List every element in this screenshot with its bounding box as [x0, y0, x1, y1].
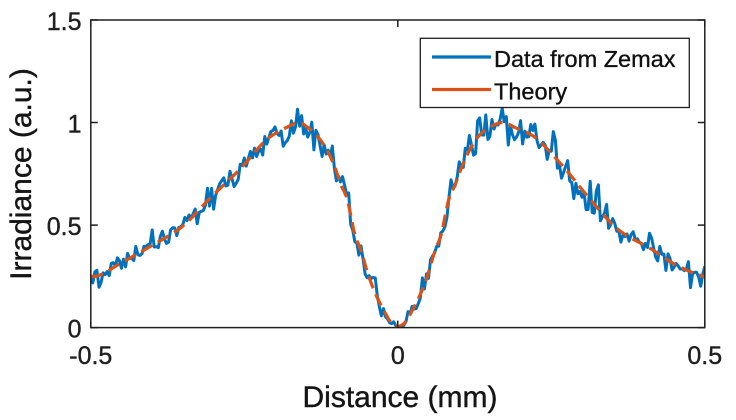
svg-text:Theory: Theory: [494, 79, 567, 105]
svg-text:0.5: 0.5: [687, 342, 722, 370]
svg-text:Data from Zemax: Data from Zemax: [494, 46, 676, 72]
svg-text:1.5: 1.5: [47, 8, 82, 36]
svg-text:Distance (mm): Distance (mm): [302, 381, 497, 414]
svg-text:Irradiance (a.u.): Irradiance (a.u.): [5, 68, 38, 280]
svg-text:0: 0: [391, 342, 405, 370]
svg-text:0: 0: [68, 316, 82, 344]
svg-text:-0.5: -0.5: [69, 342, 112, 370]
svg-text:0.5: 0.5: [47, 213, 82, 241]
svg-text:1: 1: [68, 111, 82, 139]
